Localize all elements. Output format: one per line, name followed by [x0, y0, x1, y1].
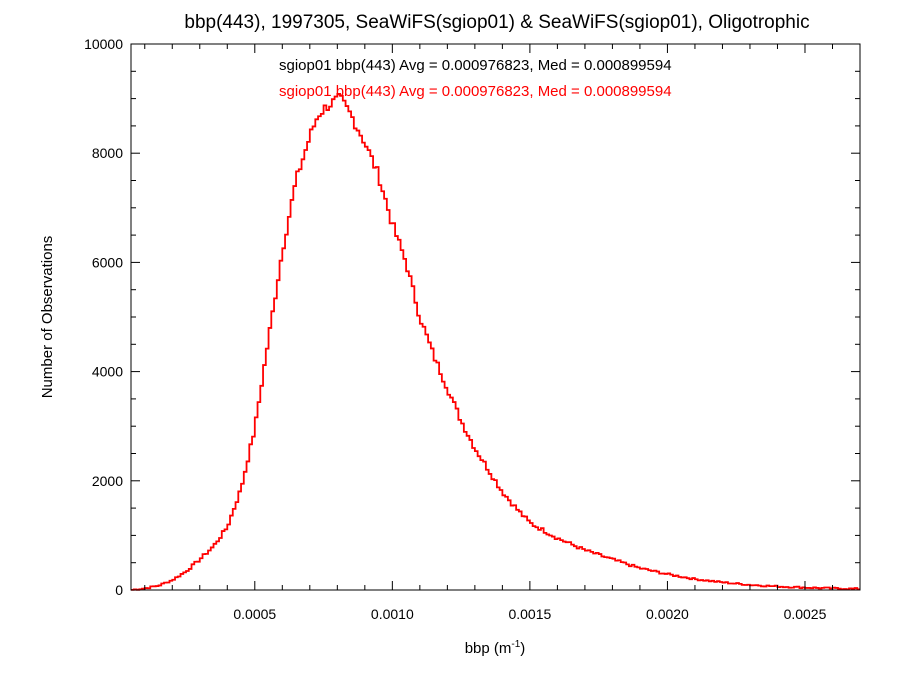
y-tick-label: 8000 [92, 145, 123, 161]
y-tick-label: 10000 [84, 36, 123, 52]
y-tick-label: 0 [115, 582, 123, 598]
x-tick-label: 0.0020 [646, 606, 689, 622]
y-tick-label: 6000 [92, 254, 123, 270]
x-axis-label-text: bbp (m [465, 640, 512, 657]
annotation-black: sgiop01 bbp(443) Avg = 0.000976823, Med … [279, 57, 672, 74]
y-tick-label: 2000 [92, 473, 123, 489]
plot-area [131, 93, 860, 591]
y-axis-label: Number of Observations [39, 236, 56, 399]
plot-frame [130, 43, 861, 591]
y-axis: 0 2000 4000 6000 8000 10000 [84, 36, 860, 598]
x-tick-label: 0.0005 [233, 606, 276, 622]
x-tick-label: 0.0025 [784, 606, 827, 622]
x-axis-label-suffix: ) [520, 640, 525, 657]
x-tick-label: 0.0015 [508, 606, 551, 622]
x-tick-label: 0.0010 [371, 606, 414, 622]
x-axis: 0.0005 0.0010 0.0015 0.0020 0.0025 [144, 44, 861, 622]
chart-title: bbp(443), 1997305, SeaWiFS(sgiop01) & Se… [184, 12, 809, 33]
histogram-series-sgiop01 [131, 93, 860, 591]
annotation-red: sgiop01 bbp(443) Avg = 0.000976823, Med … [279, 83, 672, 100]
x-axis-label: bbp (m-1) [465, 639, 526, 657]
y-tick-label: 4000 [92, 364, 123, 380]
x-axis-label-superscript: -1 [511, 639, 520, 650]
